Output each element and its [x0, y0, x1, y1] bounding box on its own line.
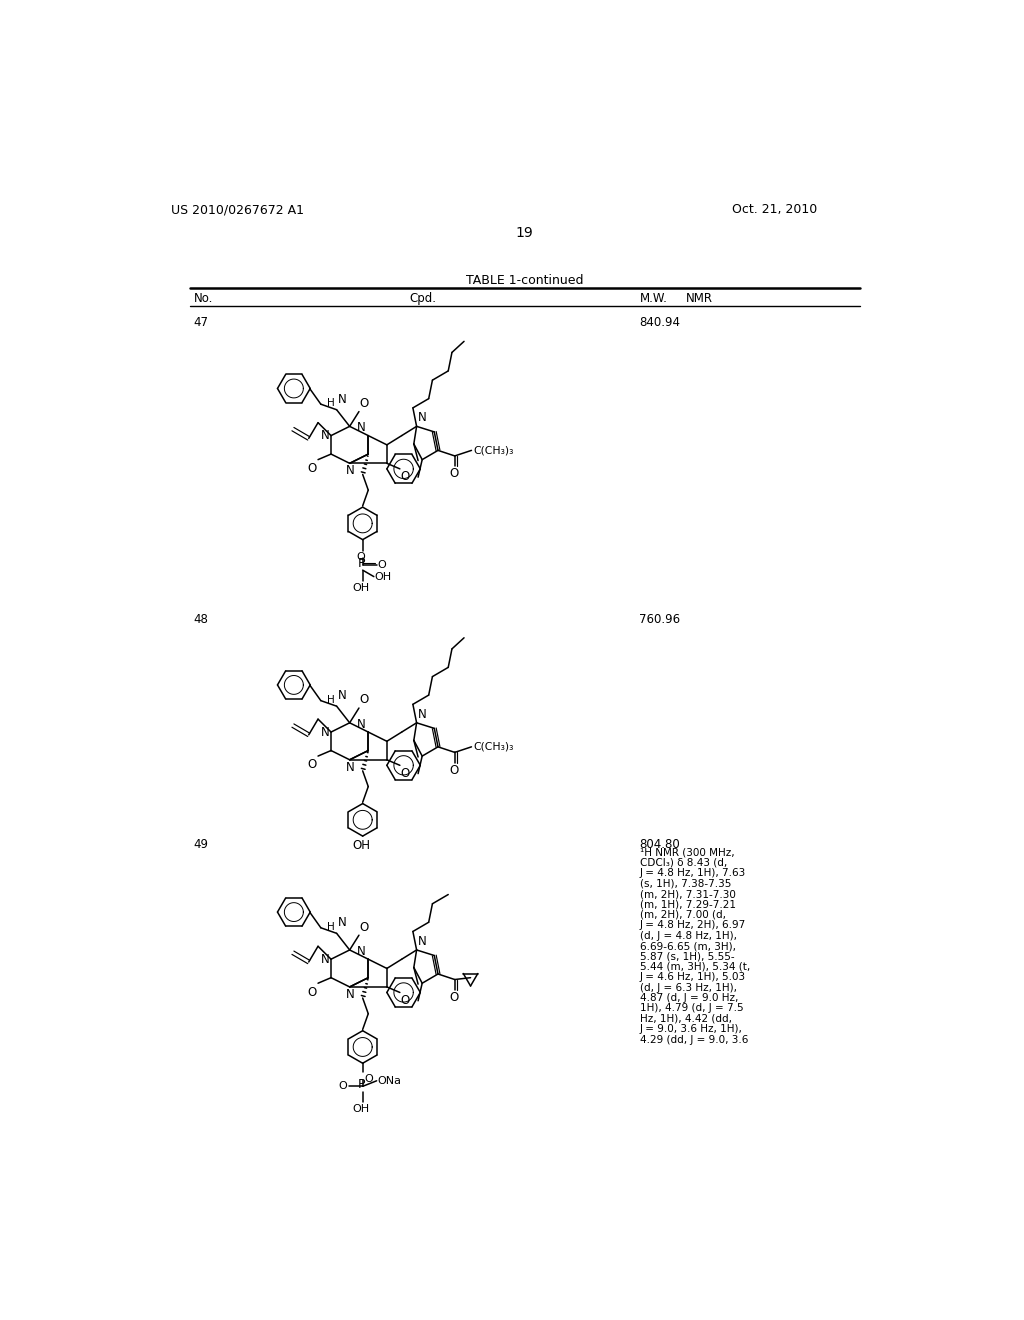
Text: 4.87 (d, J = 9.0 Hz,: 4.87 (d, J = 9.0 Hz, [640, 993, 738, 1003]
Text: (d, J = 4.8 Hz, 1H),: (d, J = 4.8 Hz, 1H), [640, 931, 736, 941]
Text: N: N [418, 935, 426, 948]
Text: O: O [359, 397, 369, 411]
Text: O: O [307, 759, 316, 771]
Text: N: N [418, 411, 426, 424]
Text: N: N [321, 726, 330, 739]
Text: N: N [338, 393, 347, 405]
Text: O: O [359, 693, 369, 706]
Text: 5.44 (m, 3H), 5.34 (t,: 5.44 (m, 3H), 5.34 (t, [640, 962, 750, 972]
Text: N: N [321, 953, 330, 966]
Text: (m, 2H), 7.00 (d,: (m, 2H), 7.00 (d, [640, 909, 725, 920]
Text: H: H [328, 399, 335, 408]
Text: O: O [400, 994, 410, 1007]
Text: 5.87 (s, 1H), 5.55-: 5.87 (s, 1H), 5.55- [640, 952, 734, 961]
Text: O: O [400, 470, 410, 483]
Text: J = 4.8 Hz, 1H), 7.63: J = 4.8 Hz, 1H), 7.63 [640, 869, 745, 878]
Text: N: N [321, 429, 330, 442]
Text: O: O [307, 462, 316, 475]
Text: OH: OH [352, 840, 370, 853]
Text: 4.29 (dd, J = 9.0, 3.6: 4.29 (dd, J = 9.0, 3.6 [640, 1035, 748, 1044]
Text: J = 9.0, 3.6 Hz, 1H),: J = 9.0, 3.6 Hz, 1H), [640, 1024, 742, 1035]
Text: O: O [378, 560, 386, 570]
Text: 48: 48 [194, 612, 209, 626]
Text: C(CH₃)₃: C(CH₃)₃ [473, 742, 513, 752]
Text: 760.96: 760.96 [640, 612, 681, 626]
Text: OH: OH [375, 572, 392, 582]
Text: 6.69-6.65 (m, 3H),: 6.69-6.65 (m, 3H), [640, 941, 735, 952]
Text: OH: OH [352, 1104, 370, 1114]
Text: J = 4.6 Hz, 1H), 5.03: J = 4.6 Hz, 1H), 5.03 [640, 973, 745, 982]
Text: (m, 1H), 7.29-7.21: (m, 1H), 7.29-7.21 [640, 899, 735, 909]
Text: (s, 1H), 7.38-7.35: (s, 1H), 7.38-7.35 [640, 879, 731, 888]
Text: P: P [357, 557, 365, 569]
Text: 1H), 4.79 (d, J = 7.5: 1H), 4.79 (d, J = 7.5 [640, 1003, 743, 1014]
Text: O: O [307, 986, 316, 998]
Text: 47: 47 [194, 317, 209, 329]
Text: 804.80: 804.80 [640, 837, 680, 850]
Text: H: H [328, 921, 335, 932]
Text: NMR: NMR [686, 293, 713, 305]
Text: TABLE 1-continued: TABLE 1-continued [466, 275, 584, 286]
Text: N: N [346, 987, 354, 1001]
Text: (d, J = 6.3 Hz, 1H),: (d, J = 6.3 Hz, 1H), [640, 982, 736, 993]
Text: (m, 2H), 7.31-7.30: (m, 2H), 7.31-7.30 [640, 890, 735, 899]
Text: ¹H NMR (300 MHz,: ¹H NMR (300 MHz, [640, 847, 734, 858]
Text: N: N [356, 718, 366, 730]
Text: N: N [346, 465, 354, 477]
Text: O: O [365, 1074, 373, 1084]
Text: O: O [338, 1081, 347, 1092]
Text: 19: 19 [516, 226, 534, 240]
Text: O: O [450, 467, 459, 480]
Text: N: N [356, 945, 366, 958]
Text: No.: No. [194, 293, 213, 305]
Text: O: O [450, 991, 459, 1005]
Text: J = 4.8 Hz, 2H), 6.97: J = 4.8 Hz, 2H), 6.97 [640, 920, 745, 931]
Text: O: O [359, 920, 369, 933]
Text: N: N [418, 708, 426, 721]
Text: US 2010/0267672 A1: US 2010/0267672 A1 [171, 203, 304, 216]
Text: P: P [357, 1078, 365, 1092]
Text: Cpd.: Cpd. [409, 293, 436, 305]
Text: N: N [356, 421, 366, 434]
Text: N: N [338, 916, 347, 929]
Text: N: N [346, 760, 354, 774]
Text: C(CH₃)₃: C(CH₃)₃ [473, 445, 513, 455]
Text: O: O [356, 552, 365, 561]
Text: Oct. 21, 2010: Oct. 21, 2010 [732, 203, 818, 216]
Text: 840.94: 840.94 [640, 317, 681, 329]
Text: ONa: ONa [378, 1076, 401, 1086]
Text: 49: 49 [194, 837, 209, 850]
Text: H: H [328, 694, 335, 705]
Text: O: O [450, 764, 459, 777]
Text: CDCl₃) δ 8.43 (d,: CDCl₃) δ 8.43 (d, [640, 858, 727, 869]
Text: OH: OH [352, 582, 370, 593]
Text: Hz, 1H), 4.42 (dd,: Hz, 1H), 4.42 (dd, [640, 1014, 731, 1024]
Text: O: O [400, 767, 410, 780]
Text: N: N [338, 689, 347, 702]
Text: M.W.: M.W. [640, 293, 668, 305]
